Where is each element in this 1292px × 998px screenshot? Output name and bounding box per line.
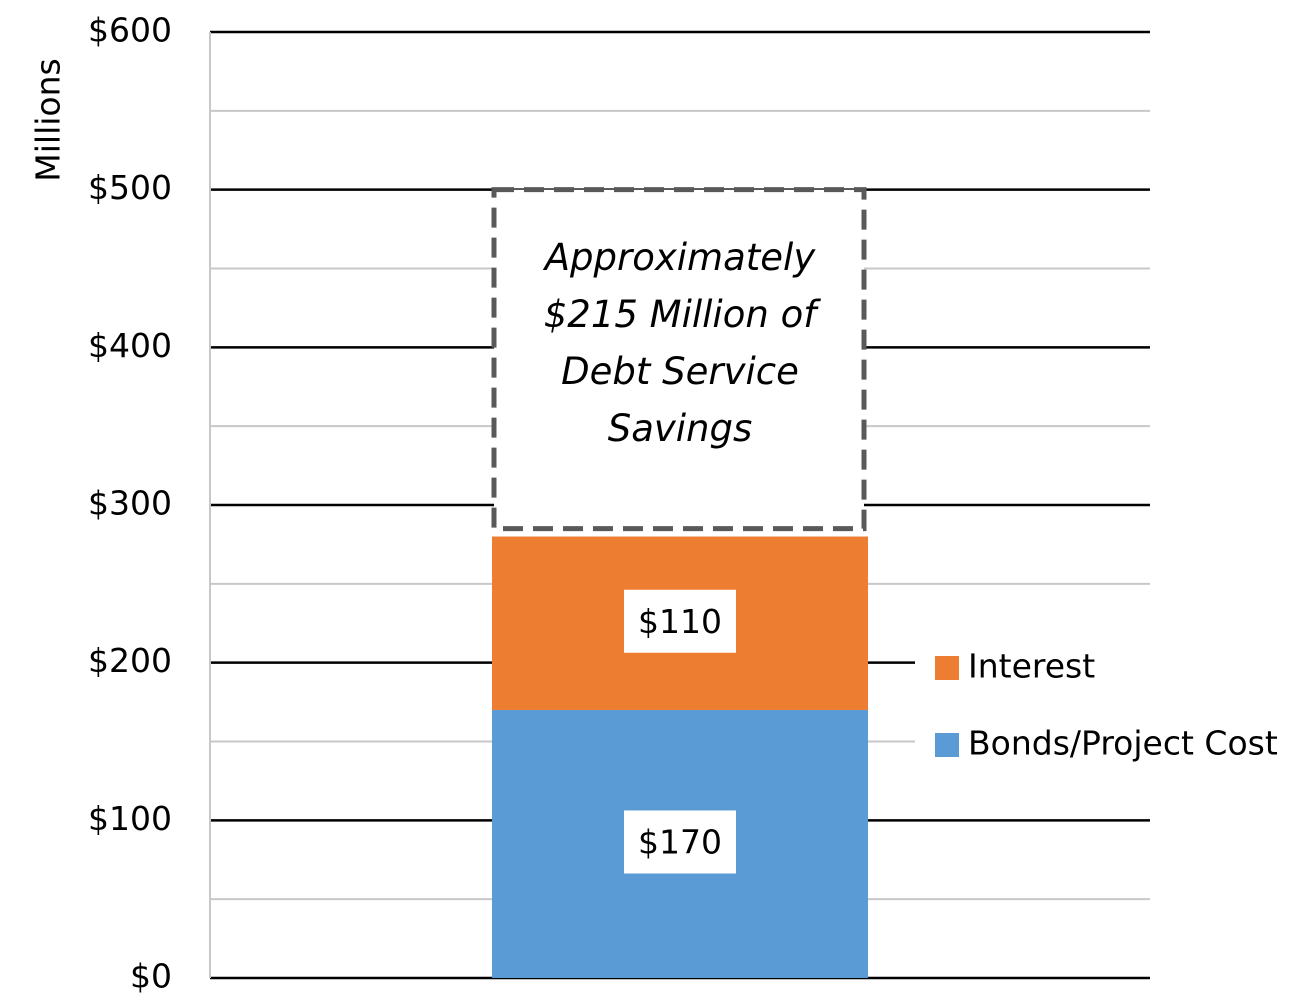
value-label: $170 — [638, 822, 722, 861]
annotation-text: Debt Service — [561, 350, 799, 393]
annotation-box — [491, 187, 867, 532]
y-tick-label: $300 — [88, 484, 172, 523]
legend-label: Interest — [968, 647, 1095, 686]
value-label-background — [624, 810, 736, 874]
y-axis-label: Millions — [29, 58, 68, 181]
legend-swatch — [935, 733, 959, 757]
y-tick-label: $400 — [88, 326, 172, 365]
annotation-text: $215 Million of — [544, 293, 821, 336]
y-tick-label: $100 — [88, 799, 172, 838]
y-tick-label: $0 — [130, 957, 172, 996]
legend-background — [915, 635, 1292, 775]
y-tick-label: $200 — [88, 641, 172, 680]
annotation-text: Savings — [608, 407, 753, 450]
value-label-background — [624, 589, 736, 653]
y-tick-label: $600 — [88, 11, 172, 50]
value-label: $110 — [638, 602, 722, 641]
y-tick-label: $500 — [88, 168, 172, 207]
legend-label: Bonds/Project Cost — [968, 724, 1278, 763]
legend-swatch — [935, 656, 959, 680]
annotation-text: Approximately — [543, 236, 817, 279]
